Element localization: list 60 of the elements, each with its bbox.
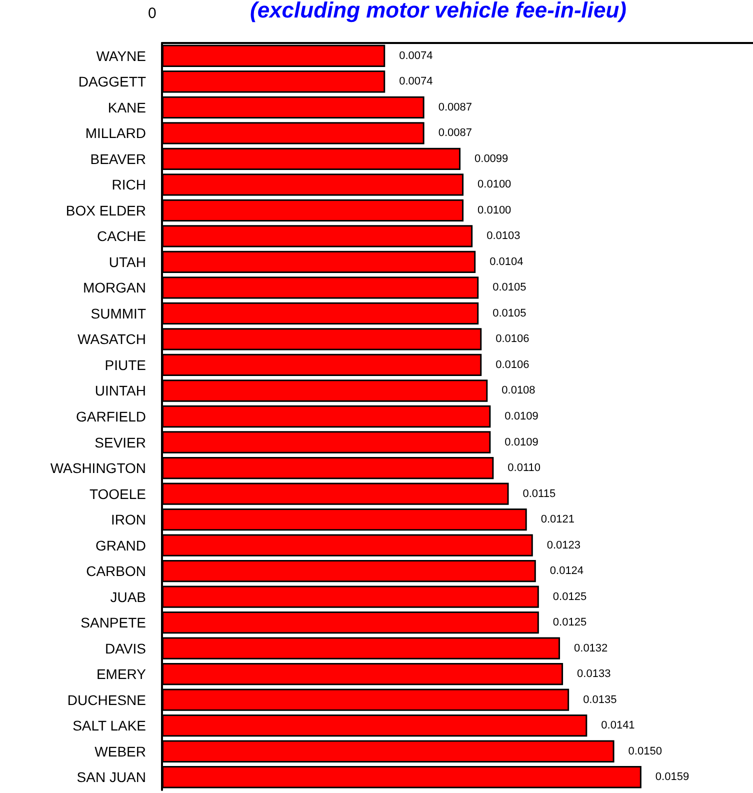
y-tick-label: JUAB <box>110 588 146 605</box>
data-label: 0.0100 <box>478 204 512 216</box>
y-tick-label: WASHINGTON <box>50 460 146 476</box>
y-tick-label: CACHE <box>96 228 146 244</box>
y-tick-label: SALT LAKE <box>72 718 146 734</box>
y-tick-label: GARFIELD <box>76 408 146 424</box>
y-tick-label: UINTAH <box>94 382 146 399</box>
data-label: 0.0133 <box>577 668 611 680</box>
data-label: 0.0105 <box>492 282 526 294</box>
y-tick-label: RICH <box>112 176 146 193</box>
y-tick-label: SANPETE <box>80 614 146 631</box>
chart-title: (excluding motor vehicle fee-in-lieu) <box>250 0 627 22</box>
data-label: 0.0106 <box>496 333 530 346</box>
data-label: 0.0123 <box>546 539 581 552</box>
y-tick-label: PIUTE <box>104 356 146 373</box>
y-tick-label: DAGGETT <box>78 74 146 90</box>
y-tick-label: EMERY <box>96 666 147 682</box>
data-label: 0.0074 <box>399 50 433 62</box>
data-label: 0.0150 <box>628 745 662 758</box>
data-label: 0.0159 <box>655 771 690 784</box>
y-tick-label: MILLARD <box>85 125 146 142</box>
y-tick-label: SEVIER <box>94 434 146 450</box>
data-label: 0.0124 <box>550 565 584 578</box>
data-label: 0.0132 <box>574 642 608 654</box>
data-label: 0.0109 <box>504 410 538 422</box>
data-label: 0.0100 <box>478 178 512 191</box>
y-tick-label: WASATCH <box>78 331 146 348</box>
y-tick-label: WAYNE <box>96 48 146 64</box>
data-label: 0.0103 <box>486 230 520 242</box>
text: 0 <box>148 5 156 22</box>
data-label: 0.0135 <box>583 694 617 706</box>
y-tick-label: KANE <box>108 99 146 116</box>
data-label: 0.0105 <box>492 307 526 320</box>
y-tick-label: WEBER <box>94 743 146 760</box>
data-label: 0.0125 <box>552 616 587 629</box>
y-tick-label: GRAND <box>95 537 146 554</box>
y-tick-label: TOOELE <box>89 486 146 502</box>
data-label: 0.0104 <box>490 256 524 268</box>
y-tick-label: BOX ELDER <box>66 202 146 218</box>
data-label: 0.0087 <box>438 101 472 114</box>
y-tick-label: MORGAN <box>83 280 146 296</box>
data-label: 0.0108 <box>502 384 536 397</box>
y-tick-label: SAN JUAN <box>76 769 146 786</box>
y-tick-label: SUMMIT <box>90 305 146 322</box>
y-tick-label: CARBON <box>86 563 146 580</box>
data-label: 0.0125 <box>552 590 587 603</box>
data-label: 0.0087 <box>438 127 472 140</box>
data-label: 0.0110 <box>508 462 541 474</box>
data-label: 0.0109 <box>504 436 538 448</box>
data-label: 0.0099 <box>474 152 508 165</box>
y-tick-label: DUCHESNE <box>67 692 146 708</box>
data-label: 0.0141 <box>601 720 635 732</box>
y-tick-label: UTAH <box>108 254 146 270</box>
data-label: 0.0106 <box>496 358 530 371</box>
data-label: 0.0074 <box>399 76 433 88</box>
data-label: 0.0115 <box>522 488 556 500</box>
y-tick-label: DAVIS <box>105 640 146 656</box>
y-tick-label: IRON <box>111 512 146 528</box>
y-tick-label: BEAVER <box>90 150 146 167</box>
data-label: 0.0121 <box>540 514 575 526</box>
